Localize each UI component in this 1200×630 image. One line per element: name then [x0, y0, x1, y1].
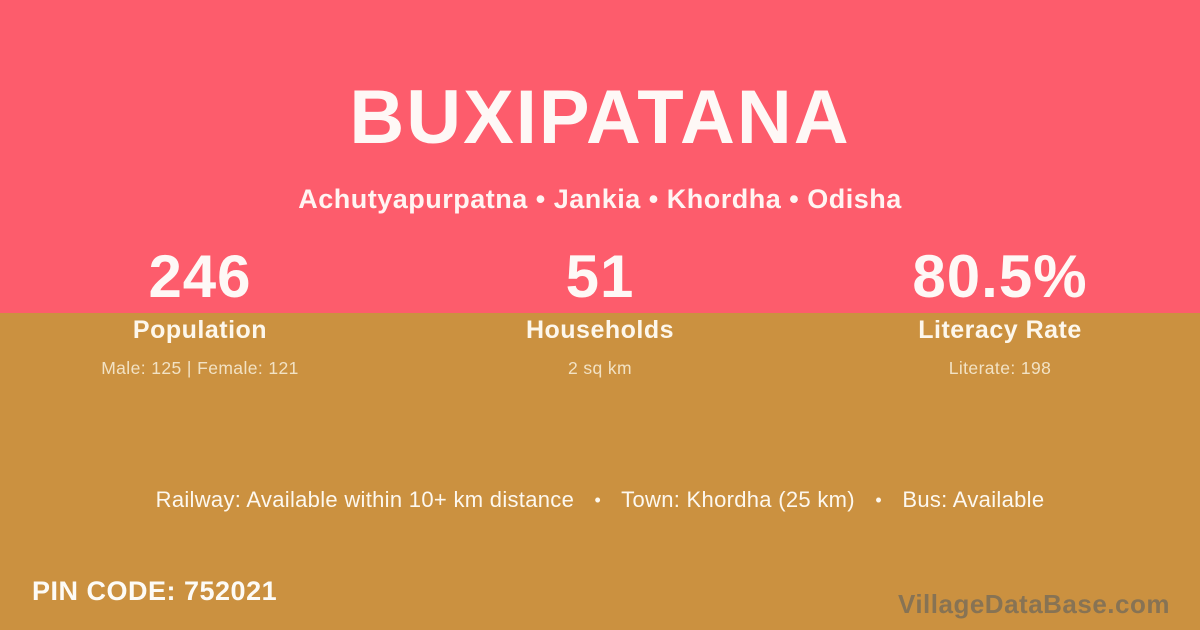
households-stat-label-col: Households 2 sq km: [400, 316, 800, 379]
literacy-stat-value-col: 80.5%: [800, 247, 1200, 307]
literacy-rate-label: Literacy Rate: [918, 316, 1082, 344]
stats-labels-row: Population Male: 125 | Female: 121 House…: [0, 316, 1200, 379]
pin-code-label: PIN CODE: 752021: [32, 576, 278, 606]
railway-availability: Railway: Available within 10+ km distanc…: [155, 487, 575, 512]
population-stat-label-col: Population Male: 125 | Female: 121: [0, 316, 400, 379]
site-watermark: VillageDataBase.com: [897, 589, 1170, 619]
households-detail: 2 sq km: [567, 358, 633, 378]
population-stat-value-col: 246: [0, 247, 400, 307]
households-label: Households: [525, 316, 675, 344]
bullet-separator: •: [594, 490, 602, 510]
bus-availability: Bus: Available: [902, 487, 1045, 512]
literacy-stat-label-col: Literacy Rate Literate: 198: [800, 316, 1200, 379]
population-value: 246: [148, 243, 252, 310]
population-detail: Male: 125 | Female: 121: [101, 358, 299, 378]
households-value: 51: [565, 243, 635, 310]
header-banner: BUXIPATANA Achutyapurpatna • Jankia • Kh…: [0, 0, 1200, 313]
location-breadcrumb: Achutyapurpatna • Jankia • Khordha • Odi…: [298, 184, 902, 214]
stats-values-row: 246 51 80.5%: [0, 247, 1200, 307]
population-label: Population: [132, 316, 268, 344]
literacy-rate-value: 80.5%: [912, 243, 1088, 310]
bullet-separator: •: [875, 490, 882, 510]
households-stat-value-col: 51: [400, 247, 800, 307]
nearest-town: Town: Khordha (25 km): [621, 487, 855, 512]
amenities-line: Railway: Available within 10+ km distanc…: [0, 487, 1200, 513]
literacy-rate-detail: Literate: 198: [948, 358, 1052, 378]
village-title: BUXIPATANA: [349, 75, 851, 160]
